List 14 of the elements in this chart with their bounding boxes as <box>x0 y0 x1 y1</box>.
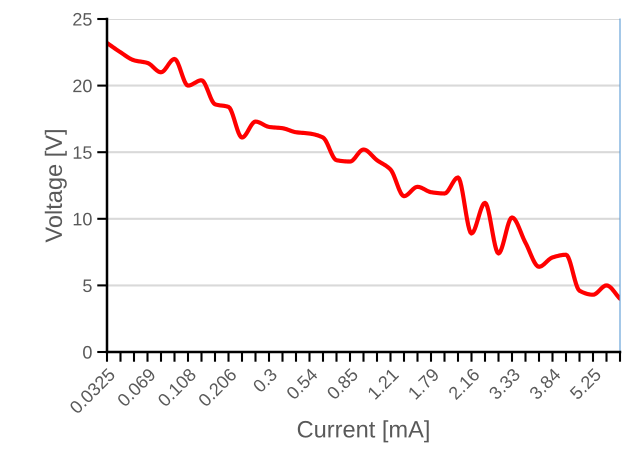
y-tick-label: 10 <box>74 212 92 226</box>
y-tick-label: 20 <box>73 80 92 92</box>
x-tick-label: 0.85 <box>326 367 359 400</box>
y-axis-title: Voltage [V] <box>44 130 67 242</box>
y-tick-label: 25 <box>73 12 92 26</box>
x-tick-label: 3.84 <box>528 367 562 400</box>
y-tick-label: 5 <box>83 280 92 292</box>
x-tick-label: 0.54 <box>285 367 319 400</box>
y-tick-label: 0 <box>83 346 92 359</box>
y-tick-label: 15 <box>74 146 92 159</box>
x-tick-label: 0.3 <box>252 367 278 394</box>
x-tick-label: 3.33 <box>488 367 521 400</box>
x-tick-label: 1.21 <box>366 368 400 400</box>
x-axis-title: Current [mA] <box>298 420 429 442</box>
